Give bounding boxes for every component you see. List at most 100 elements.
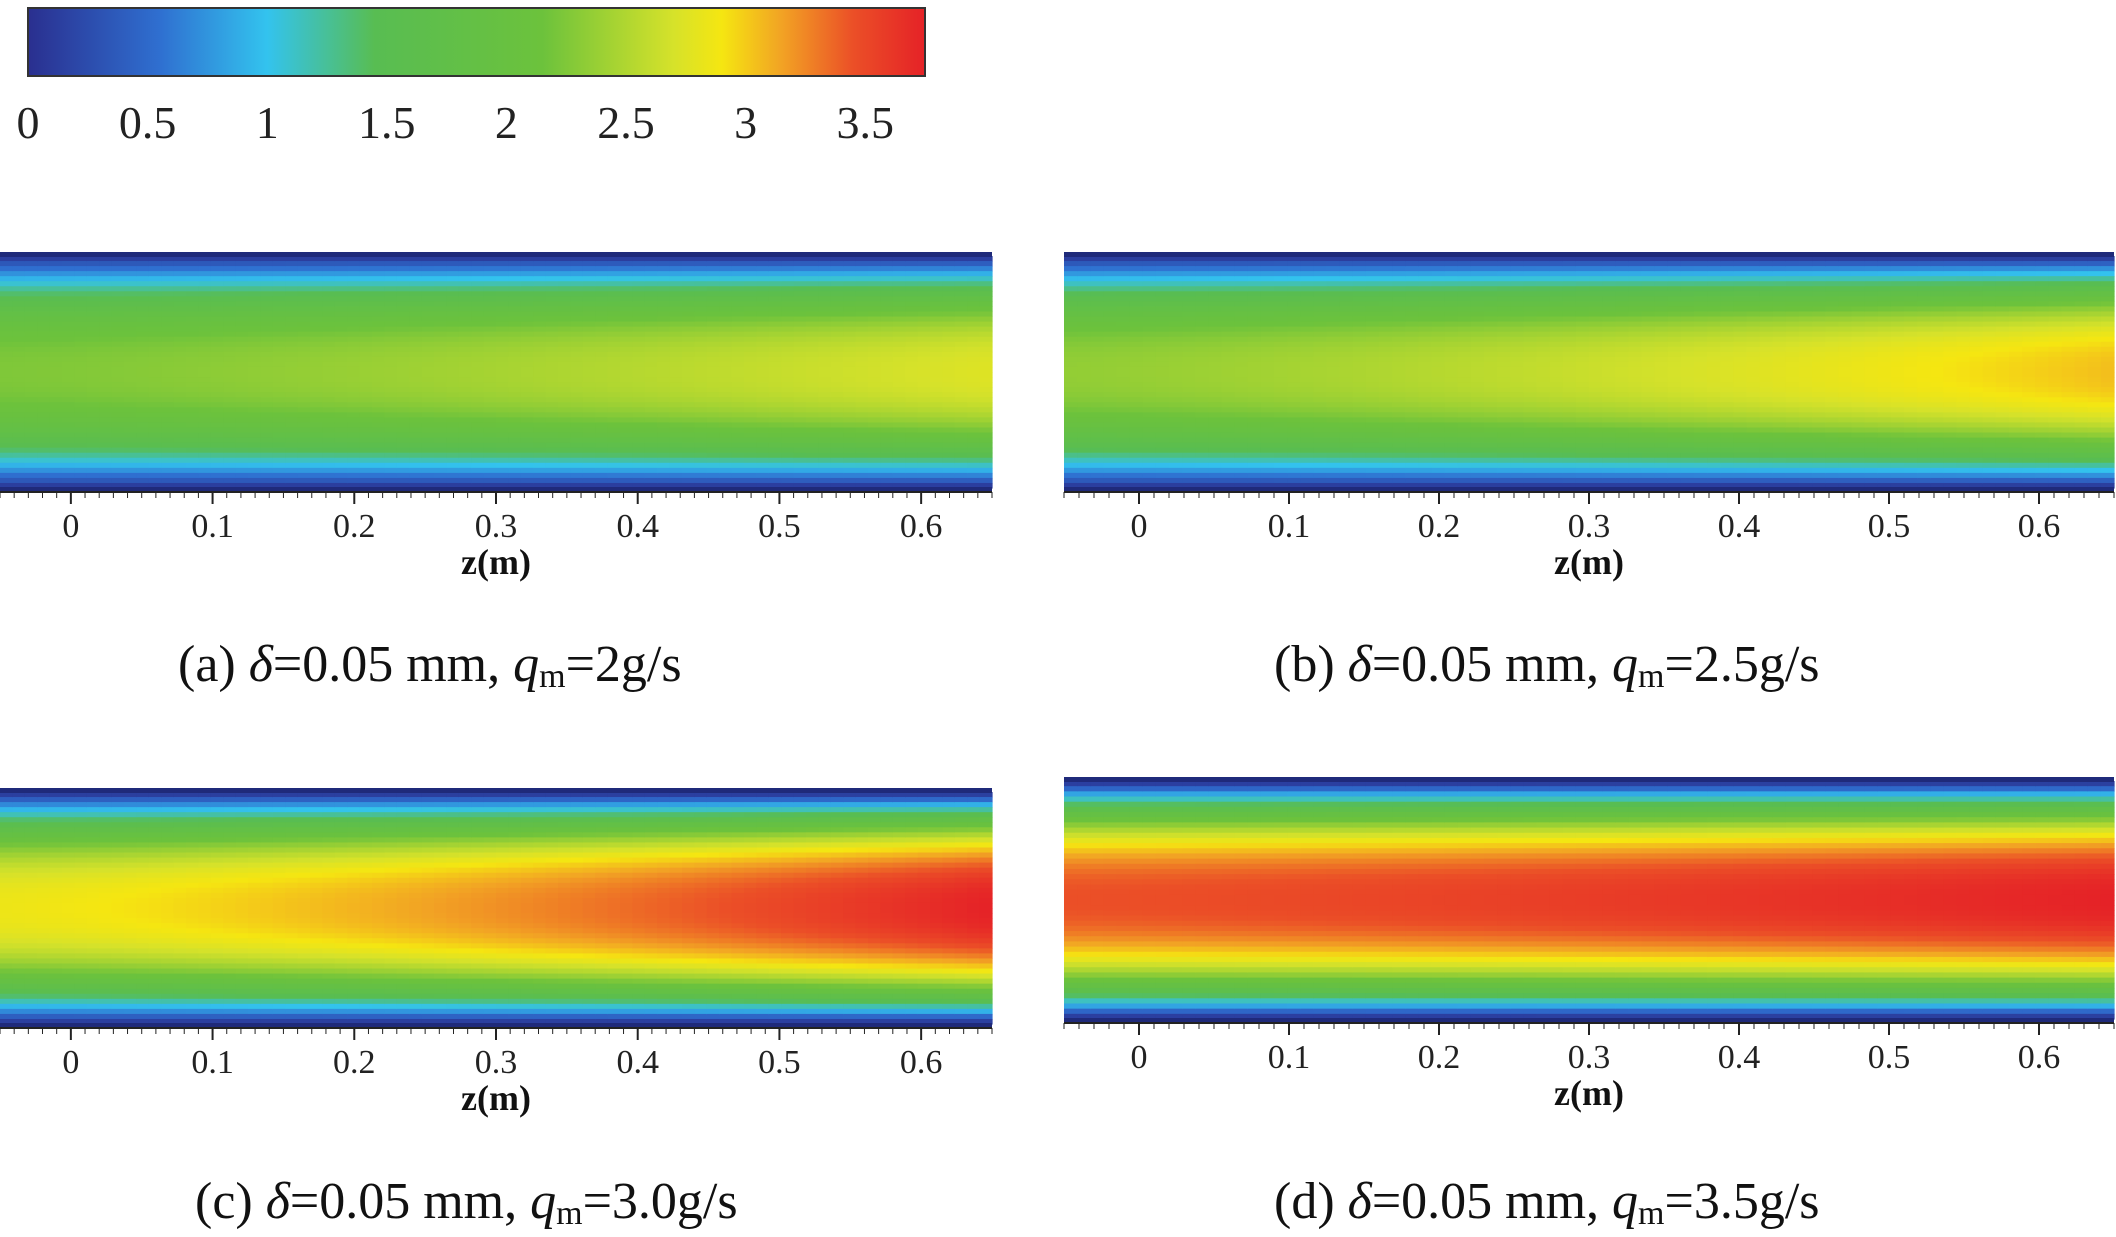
field-cell: [136, 351, 150, 358]
field-cell: [1352, 321, 1367, 328]
field-cell: [520, 271, 534, 277]
field-cell: [632, 326, 646, 333]
field-cell: [570, 467, 584, 474]
field-cell: [136, 261, 150, 267]
field-cell: [967, 412, 981, 418]
field-cell: [1142, 301, 1157, 308]
field-cell: [620, 276, 633, 282]
field-cell: [843, 271, 857, 277]
field-cell: [917, 422, 931, 429]
field-cell: [297, 442, 311, 449]
field-cell: [1116, 437, 1131, 444]
field-cell: [99, 452, 113, 459]
field-cell: [880, 372, 894, 378]
field-cell: [892, 372, 906, 378]
field-cell: [12, 462, 26, 469]
field-cell: [359, 482, 373, 489]
field-cell: [942, 341, 956, 348]
field-cell: [744, 382, 757, 388]
field-cell: [706, 341, 720, 348]
field-cell: [37, 331, 51, 338]
field-cell: [620, 286, 633, 292]
field-cell: [272, 361, 286, 368]
field-cell: [756, 361, 770, 368]
field-cell: [62, 472, 75, 479]
field-cell: [706, 372, 720, 378]
field-cell: [706, 266, 720, 272]
field-cell: [210, 361, 224, 368]
field-cell: [756, 306, 770, 313]
field-cell: [706, 457, 720, 464]
field-cell: [347, 336, 361, 343]
field-cell: [830, 382, 844, 388]
field-cell: [1234, 387, 1249, 393]
field-cell: [1326, 261, 1341, 267]
field-cell: [173, 311, 187, 318]
field-cell: [74, 266, 88, 272]
field-cell: [285, 306, 299, 313]
field-cell: [285, 331, 299, 338]
field-cell: [595, 261, 609, 267]
field-cell: [880, 271, 894, 277]
field-cell: [260, 326, 274, 333]
field-cell: [198, 336, 212, 343]
field-cell: [210, 321, 224, 328]
x-tick-label: 0.6: [900, 508, 943, 545]
field-cell: [830, 482, 844, 489]
field-cell: [930, 422, 943, 429]
field-cell: [483, 397, 497, 403]
field-cell: [1129, 482, 1144, 489]
field-cell: [905, 366, 919, 373]
field-cell: [570, 462, 584, 469]
field-cell: [86, 326, 100, 333]
field-cell: [384, 346, 398, 353]
field-cell: [285, 271, 299, 277]
field-cell: [818, 306, 832, 313]
field-cell: [954, 261, 968, 267]
field-cell: [669, 437, 683, 444]
field-cell: [37, 402, 51, 408]
field-cell: [471, 286, 485, 292]
field-cell: [161, 286, 175, 292]
field-cell: [1287, 291, 1301, 297]
field-cell: [1287, 351, 1301, 358]
field-cell: [1195, 356, 1209, 363]
field-cell: [235, 366, 249, 373]
field-cell: [806, 482, 819, 489]
field-cell: [620, 361, 633, 368]
field-cell: [434, 412, 447, 418]
field-cell: [744, 256, 757, 262]
field-cell: [483, 422, 497, 429]
field-cell: [1287, 276, 1301, 282]
field-cell: [508, 432, 522, 439]
field-cell: [1405, 326, 1419, 333]
field-cell: [124, 341, 137, 348]
field-cell: [62, 361, 75, 368]
field-cell: [49, 467, 63, 474]
field-cell: [322, 296, 336, 302]
field-cell: [1064, 482, 1078, 489]
field-cell: [1379, 467, 1393, 474]
field-cell: [781, 281, 795, 287]
field-cell: [533, 442, 547, 449]
field-cell: [223, 452, 237, 459]
field-cell: [595, 482, 609, 489]
field-cell: [235, 437, 249, 444]
field-cell: [434, 311, 447, 318]
field-cell: [1142, 286, 1157, 292]
field-cell: [260, 271, 274, 277]
field-cell: [756, 296, 770, 302]
field-cell: [334, 331, 348, 338]
field-cell: [272, 261, 286, 267]
field-cell: [781, 366, 795, 373]
field-cell: [49, 291, 63, 297]
field-cell: [1339, 316, 1354, 323]
field-cell: [880, 402, 894, 408]
field-cell: [1077, 276, 1091, 282]
field-cell: [396, 452, 410, 459]
field-cell: [1103, 351, 1118, 358]
field-cell: [496, 432, 509, 439]
field-cell: [322, 407, 336, 413]
field-cell: [1169, 387, 1183, 393]
field-cell: [173, 256, 187, 262]
